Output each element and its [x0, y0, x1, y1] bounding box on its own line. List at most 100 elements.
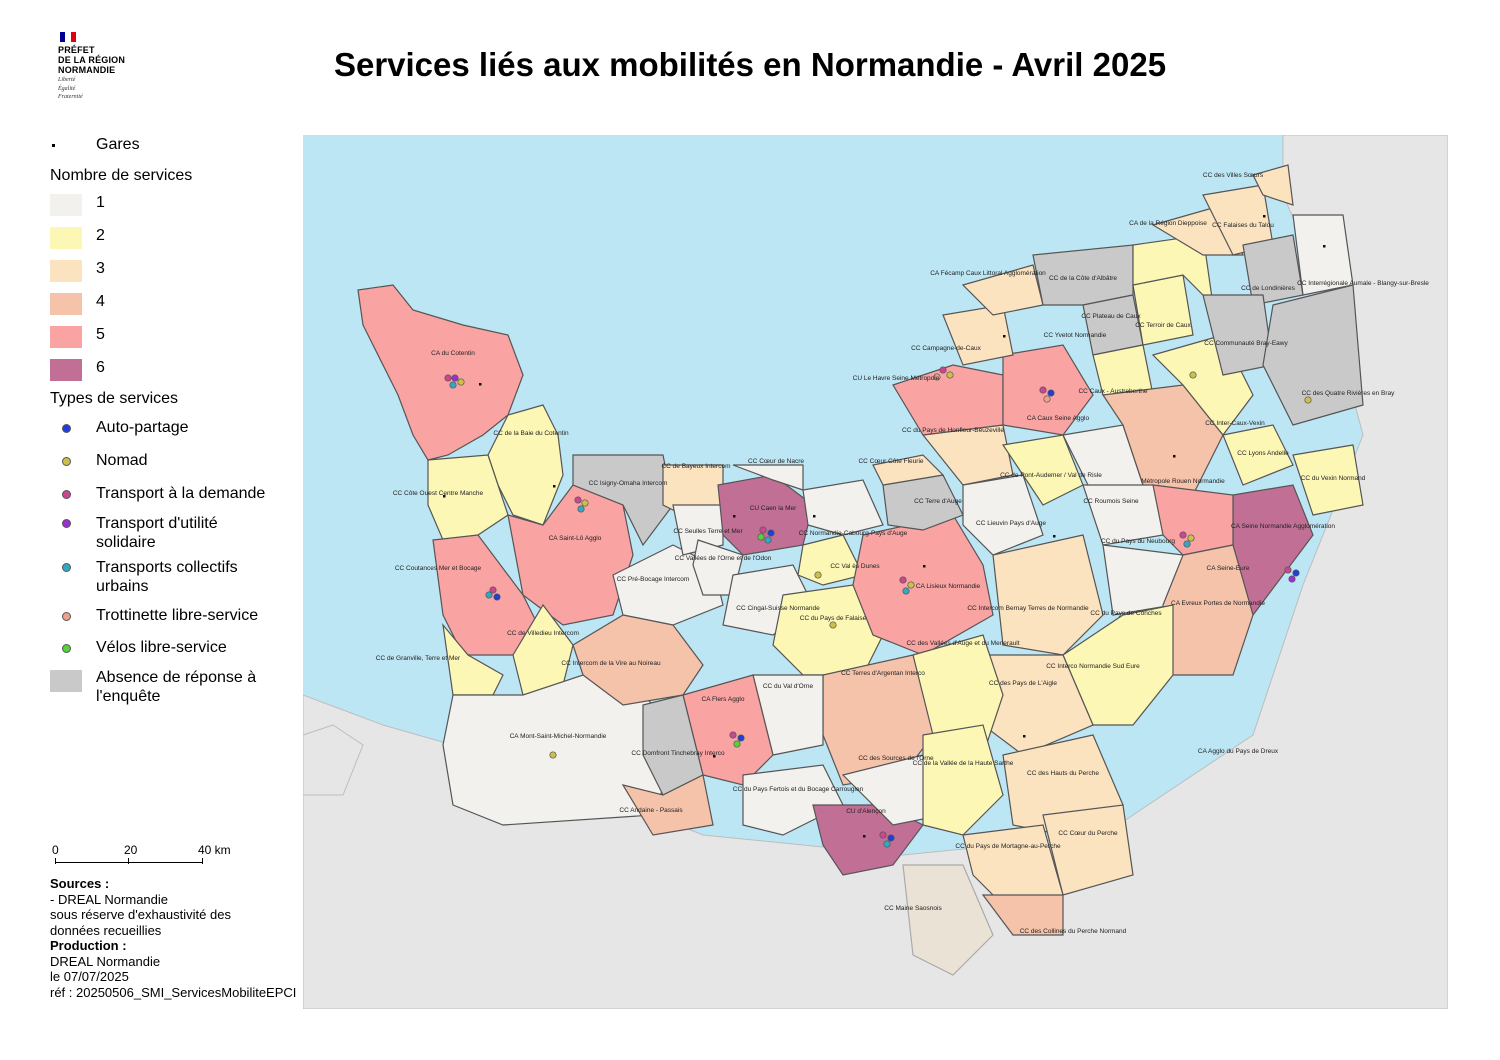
region-labels: CA du Cotentin CC de la Baie du Cotentin… [376, 172, 1430, 935]
legend-count-label: 5 [96, 326, 105, 343]
service-dot [485, 591, 493, 599]
service-dot [887, 834, 895, 842]
region-evreux [1162, 544, 1254, 676]
service-dot [1288, 575, 1296, 583]
legend-absence: Absence de réponse à l'enquête [50, 668, 295, 706]
legend-count-6: 6 [50, 359, 105, 381]
label-pre-bocage: CC Pré-Bocage Intercom [617, 576, 690, 583]
label-isigny: CC Isigny-Omaha Intercom [589, 480, 668, 487]
gare-icon [1173, 455, 1176, 458]
label-haute-sarthe: CC de la Vallée de la Haute Sarthe [913, 760, 1014, 767]
scale-tick-mark [128, 858, 129, 864]
service-dot [489, 586, 497, 594]
legend-type-tcu: Transports collectifs urbains [50, 558, 295, 596]
region-villes-soeurs [1252, 164, 1294, 206]
epci-regions [357, 164, 1364, 976]
label-caux-seine: CA Caux Seine Agglo [1027, 415, 1090, 422]
label-pays-fertois: CC du Pays Fertois et du Bocage Carrougi… [733, 786, 864, 793]
map-frame: CA du Cotentin CC de la Baie du Cotentin… [303, 135, 1448, 1009]
legend-type-label: Trottinette libre-service [96, 607, 259, 624]
logo-line-3: NORMANDIE [58, 65, 116, 75]
count-swatch [50, 293, 82, 315]
label-roumois: CC Roumois Seine [1083, 498, 1139, 505]
service-dot [457, 378, 465, 386]
logo-line-1: PRÉFET [58, 45, 95, 55]
scale-tick-0: 0 [52, 843, 59, 857]
label-pays-aigle: CC des Pays de L'Aigle [989, 680, 1057, 687]
gare-icon [443, 495, 446, 498]
legend-count-4: 4 [50, 293, 105, 315]
gare-icon [1263, 215, 1266, 218]
legend-count-title: Nombre de services [50, 167, 193, 184]
legend-count-label: 3 [96, 260, 105, 277]
label-cote-albatre: CC de la Côte d'Albâtre [1049, 275, 1117, 282]
region-granville [442, 622, 504, 696]
service-dot [449, 381, 457, 389]
service-dot [814, 571, 822, 579]
label-hauts-perche: CC des Hauts du Perche [1027, 770, 1099, 777]
label-plateau-caux: CC Plateau de Caux [1081, 313, 1141, 320]
label-vire-noireau: CC Intercom de la Vire au Noireau [561, 660, 661, 667]
logo-motto-2: Égalité [58, 85, 76, 92]
legend-type-label: Transport à la demande [96, 485, 266, 502]
service-dot [577, 505, 585, 513]
label-falaises-talou: CC Falaises du Talou [1212, 222, 1274, 229]
label-falaise: CC du Pays de Falaise [800, 615, 867, 622]
trottinette-dot-icon [62, 612, 71, 621]
label-bray-eawy: CC Communauté Bray-Eawy [1204, 340, 1288, 347]
label-alencon: CU d'Alençon [846, 808, 886, 815]
logo-line-2: DE LA RÉGION [58, 55, 126, 65]
service-dot [767, 529, 775, 537]
gare-icon [553, 485, 556, 488]
service-dot [902, 587, 910, 595]
label-dieppoise: CA de la Région Dieppoise [1129, 220, 1207, 227]
sources-block: Sources : - DREAL Normandie sous réserve… [50, 876, 310, 1000]
label-terre-auge: CC Terre d'Auge [914, 498, 962, 505]
label-vexin-normand: CC du Vexin Normand [1301, 475, 1366, 482]
service-dot [581, 499, 589, 507]
region-quatre-rivieres [1262, 284, 1364, 426]
production-line: le 07/07/2025 [50, 969, 129, 984]
label-cabourg: CC Normandie-Cabourg-Pays d'Auge [799, 530, 908, 537]
legend-type-autopartage: Auto-partage [50, 419, 189, 437]
label-villedieu: CC de Villedieu Intercom [507, 630, 579, 637]
service-dot [1284, 566, 1292, 574]
region-lisieux [852, 514, 994, 656]
service-dots [444, 366, 1312, 848]
region-collines-perche [981, 894, 1064, 936]
label-vallees-auge: CC des Vallées d'Auge et du Merlerault [906, 640, 1019, 647]
label-domfront: CC Domfront Tinchebray Interco [631, 750, 725, 757]
region-vexin-normand [1292, 444, 1364, 516]
region-lieuvin [962, 474, 1044, 556]
page-title: Services liés aux mobilités en Normandie… [333, 46, 1167, 83]
service-dot [757, 533, 765, 541]
legend-type-trottinette: Trottinette libre-service [50, 607, 258, 625]
label-sources-orne: CC des Sources de l'Orne [858, 755, 934, 762]
production-line: DREAL Normandie [50, 953, 161, 969]
service-dot [444, 374, 452, 382]
service-dot [1183, 540, 1191, 548]
label-villes-soeurs: CC des Villes Sœurs [1203, 172, 1264, 179]
label-londinieres: CC de Londinières [1241, 285, 1296, 292]
label-inter-caux-vexin: CC Inter-Caux-Vexin [1205, 420, 1265, 427]
gare-icon [52, 144, 55, 147]
sources-title: Sources : [50, 876, 110, 891]
label-coeur-cote-fleurie: CC Cœur Côte Fleurie [858, 458, 923, 465]
label-cotentin: CA du Cotentin [431, 350, 475, 357]
region-neubourg [1082, 484, 1164, 546]
region-haute-sarthe [922, 724, 1004, 836]
sources-line: données recueillies [50, 922, 162, 938]
service-dot [451, 374, 459, 382]
label-lyons: CC Lyons Andelle [1237, 450, 1289, 457]
logo-motto-3: Fraternité [58, 94, 83, 100]
label-cingal: CC Cingal-Suisse Normande [736, 605, 820, 612]
region-coeur-perche [1042, 804, 1134, 896]
label-campagne-caux: CC Campagne-de-Caux [911, 345, 981, 352]
service-dot [883, 840, 891, 848]
label-terroir-caux: CC Terroir de Caux [1135, 322, 1191, 329]
region-campagne-caux [942, 304, 1014, 366]
service-dot [907, 581, 915, 589]
region-vire-noireau [572, 614, 704, 706]
label-seine-eure: CA Seine-Eure [1207, 565, 1250, 572]
legend-count-label: 1 [96, 194, 105, 211]
